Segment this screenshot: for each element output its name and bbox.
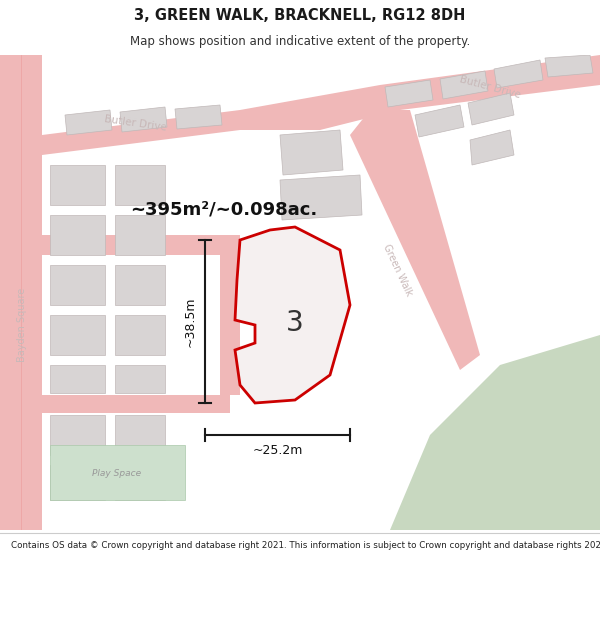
Polygon shape bbox=[42, 235, 230, 255]
Text: 3: 3 bbox=[286, 309, 304, 337]
Polygon shape bbox=[175, 105, 222, 129]
Text: ~38.5m: ~38.5m bbox=[184, 296, 197, 347]
Text: Play Space: Play Space bbox=[92, 469, 142, 478]
Text: Green Walk: Green Walk bbox=[382, 242, 415, 298]
Polygon shape bbox=[120, 107, 167, 132]
Polygon shape bbox=[50, 445, 185, 500]
Polygon shape bbox=[470, 130, 514, 165]
Polygon shape bbox=[50, 365, 105, 393]
Polygon shape bbox=[380, 55, 600, 110]
Text: Bayden Square: Bayden Square bbox=[17, 288, 27, 362]
Polygon shape bbox=[50, 415, 105, 455]
Polygon shape bbox=[50, 265, 105, 305]
Polygon shape bbox=[280, 175, 362, 220]
Polygon shape bbox=[42, 395, 230, 413]
Polygon shape bbox=[115, 315, 165, 355]
Text: ~395m²/~0.098ac.: ~395m²/~0.098ac. bbox=[130, 201, 317, 219]
Polygon shape bbox=[115, 465, 165, 500]
Polygon shape bbox=[240, 85, 400, 130]
Polygon shape bbox=[115, 215, 165, 255]
Text: Butler Drive: Butler Drive bbox=[103, 114, 167, 132]
Polygon shape bbox=[0, 55, 42, 530]
Polygon shape bbox=[50, 165, 105, 205]
Polygon shape bbox=[494, 60, 543, 88]
Text: 3, GREEN WALK, BRACKNELL, RG12 8DH: 3, GREEN WALK, BRACKNELL, RG12 8DH bbox=[134, 8, 466, 23]
Polygon shape bbox=[50, 215, 105, 255]
Polygon shape bbox=[65, 110, 112, 135]
Polygon shape bbox=[115, 265, 165, 305]
Polygon shape bbox=[220, 235, 240, 395]
Polygon shape bbox=[0, 110, 320, 155]
Polygon shape bbox=[115, 365, 165, 393]
Text: Contains OS data © Crown copyright and database right 2021. This information is : Contains OS data © Crown copyright and d… bbox=[11, 541, 600, 551]
Polygon shape bbox=[115, 165, 165, 205]
Text: Butler Drive: Butler Drive bbox=[458, 74, 521, 100]
Polygon shape bbox=[115, 415, 165, 455]
Polygon shape bbox=[235, 227, 350, 403]
Polygon shape bbox=[468, 93, 514, 125]
Polygon shape bbox=[545, 55, 593, 77]
Polygon shape bbox=[440, 71, 488, 99]
Polygon shape bbox=[50, 315, 105, 355]
Text: ~25.2m: ~25.2m bbox=[253, 444, 302, 456]
Polygon shape bbox=[350, 110, 480, 370]
Polygon shape bbox=[390, 335, 600, 530]
Polygon shape bbox=[280, 130, 343, 175]
Text: Map shows position and indicative extent of the property.: Map shows position and indicative extent… bbox=[130, 35, 470, 48]
Polygon shape bbox=[50, 465, 105, 500]
Polygon shape bbox=[415, 105, 464, 137]
Polygon shape bbox=[385, 80, 433, 107]
